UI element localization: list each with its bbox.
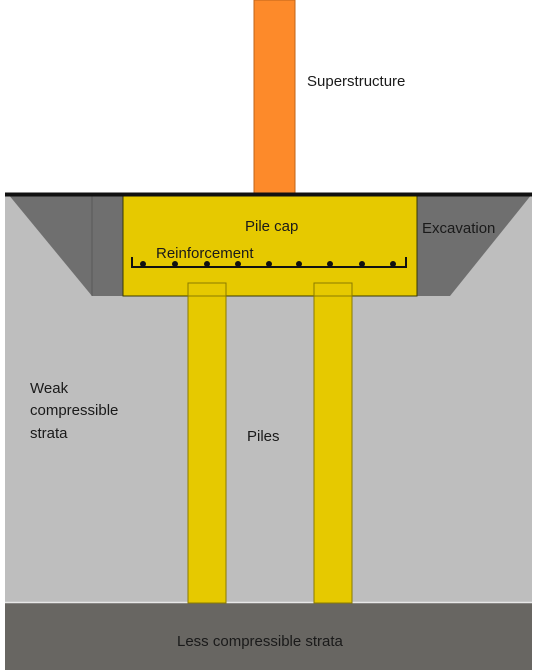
superstructure-column xyxy=(253,0,296,196)
weak-strata-label-line2: compressible xyxy=(30,402,118,419)
reinforcement-dots xyxy=(140,261,396,267)
pile-cap xyxy=(122,195,418,297)
excavation-label: Excavation xyxy=(422,220,495,237)
less-compressible-strata-layer xyxy=(5,602,532,670)
piles-label: Piles xyxy=(247,428,280,445)
pile-left-embedded xyxy=(187,282,227,297)
pile-right-embedded xyxy=(313,282,353,297)
weak-strata-label-line1: Weak xyxy=(30,380,69,397)
weak-strata-label-line3: strata xyxy=(30,425,68,442)
pile-left xyxy=(187,282,227,604)
pile-cap-label: Pile cap xyxy=(245,218,298,235)
pile-right xyxy=(313,282,353,604)
less-compressible-strata-label: Less compressible strata xyxy=(177,633,344,650)
reinforcement-label: Reinforcement xyxy=(156,245,254,262)
superstructure-label: Superstructure xyxy=(307,73,405,90)
